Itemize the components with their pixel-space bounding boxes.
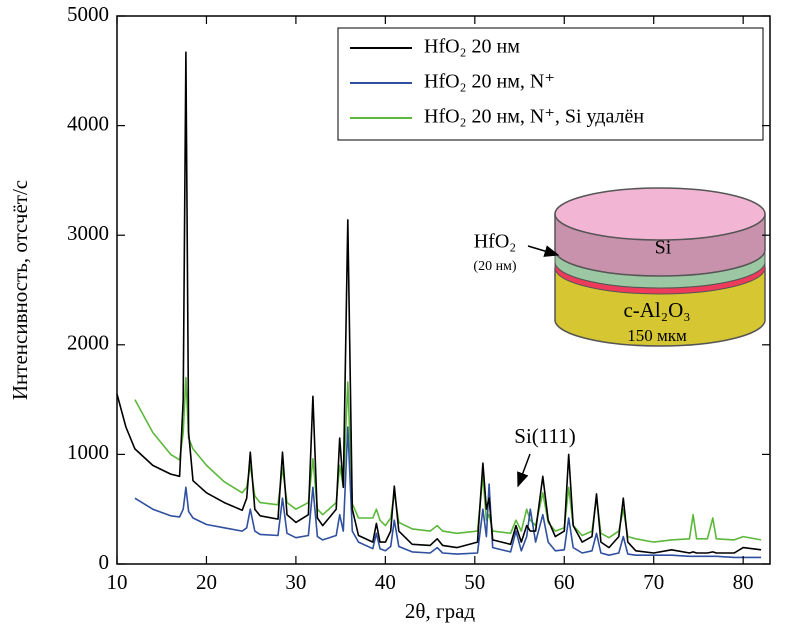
series-line [134, 426, 762, 559]
inset-label: Si [655, 237, 672, 259]
legend-label: HfO₂ 20 нм, N⁺, Si удалён [424, 106, 644, 128]
plot-area [116, 51, 762, 559]
y-axis-label: Интенсивность, отсчёт/с [8, 180, 32, 400]
x-tick-label: 70 [643, 570, 664, 594]
y-tick-label: 4000 [67, 111, 109, 135]
top-surface [554, 187, 766, 241]
x-tick-label: 20 [196, 570, 217, 594]
y-tick-label: 3000 [67, 221, 109, 245]
inset-label: (20 нм) [473, 259, 517, 274]
y-tick-label: 1000 [67, 440, 109, 464]
x-axis-label: 2θ, град [405, 599, 475, 623]
x-tick-label: 50 [464, 570, 485, 594]
inset-label: 150 мкм [627, 326, 687, 345]
annotation-arrow [517, 453, 531, 488]
x-tick-label: 10 [107, 570, 128, 594]
series-line [116, 51, 762, 554]
legend-label: HfO₂ 20 нм, N⁺ [424, 71, 555, 93]
inset: Si HfO₂ (20 нм) c-Al₂O₃ 150 мкм [473, 187, 766, 347]
legend: HfO₂ 20 нм HfO₂ 20 нм, N⁺ HfO₂ 20 нм, N⁺, … [350, 36, 644, 128]
series-line [134, 376, 762, 543]
inset-label: c-Al₂O₃ [623, 298, 690, 322]
x-tick-label: 80 [733, 570, 754, 594]
plot-frame [116, 15, 771, 565]
y-tick-label: 0 [99, 550, 110, 574]
inset-arrow [527, 245, 560, 257]
x-tick-label: 30 [285, 570, 306, 594]
x-tick-label: 40 [375, 570, 396, 594]
legend-label: HfO₂ 20 нм [424, 36, 520, 58]
y-tick-label: 5000 [67, 2, 109, 26]
y-tick-label: 2000 [67, 331, 109, 355]
inset-label: HfO₂ [474, 231, 517, 253]
x-tick-label: 60 [554, 570, 575, 594]
annotation: Si(111) [514, 424, 575, 448]
